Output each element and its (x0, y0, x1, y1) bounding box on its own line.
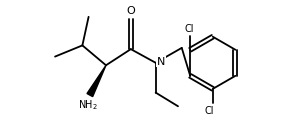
Text: Cl: Cl (184, 24, 194, 34)
Text: Cl: Cl (204, 106, 214, 116)
Text: O: O (126, 6, 135, 16)
Polygon shape (87, 65, 106, 97)
Text: N: N (157, 57, 165, 67)
Text: NH$_2$: NH$_2$ (78, 98, 98, 112)
